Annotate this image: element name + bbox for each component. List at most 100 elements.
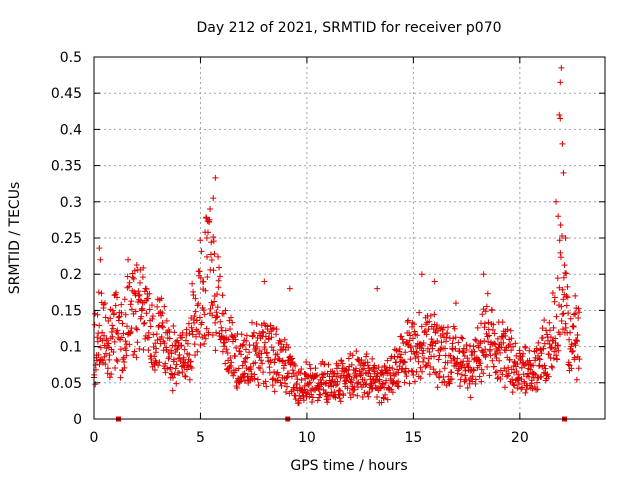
data-point — [532, 371, 539, 378]
data-point — [102, 361, 109, 368]
data-point — [273, 331, 280, 338]
data-point — [171, 371, 178, 378]
data-point — [238, 351, 245, 358]
data-point — [250, 329, 257, 336]
data-point — [403, 373, 410, 380]
data-point — [218, 324, 225, 331]
data-point — [487, 352, 494, 359]
data-point — [393, 359, 400, 366]
data-point — [303, 359, 310, 366]
data-point — [162, 360, 169, 367]
data-point — [396, 346, 403, 353]
data-point — [502, 347, 509, 354]
data-point — [332, 382, 339, 389]
data-point — [260, 329, 267, 336]
data-point — [444, 330, 451, 337]
data-point — [202, 335, 209, 342]
data-point — [136, 279, 143, 286]
data-point — [130, 351, 137, 358]
data-point — [184, 340, 191, 347]
data-point — [119, 320, 126, 327]
data-point — [156, 322, 163, 329]
data-point — [431, 311, 438, 318]
data-point — [408, 367, 415, 374]
data-point — [210, 195, 217, 202]
data-point — [335, 362, 342, 369]
data-point — [241, 377, 248, 384]
data-point — [227, 314, 234, 321]
data-point — [549, 364, 556, 371]
data-point — [114, 327, 121, 334]
data-point — [138, 313, 145, 320]
data-point — [127, 328, 134, 335]
data-point — [567, 315, 574, 322]
data-point — [142, 335, 149, 342]
data-point — [562, 235, 569, 241]
data-point — [339, 360, 346, 367]
data-point — [197, 342, 204, 349]
data-point — [215, 277, 222, 284]
data-point — [118, 301, 125, 308]
data-point — [176, 369, 183, 376]
data-point — [426, 371, 433, 378]
data-point — [113, 289, 120, 296]
data-point — [420, 340, 427, 347]
data-point — [560, 310, 567, 317]
data-point — [361, 362, 368, 369]
data-point — [560, 296, 567, 303]
data-point — [261, 278, 268, 285]
data-point — [409, 335, 416, 342]
data-point — [557, 331, 564, 338]
data-point — [570, 311, 577, 318]
data-point — [118, 334, 125, 341]
data-point — [134, 326, 141, 333]
data-point — [146, 306, 153, 313]
data-point — [557, 254, 564, 261]
data-point — [458, 334, 465, 341]
data-point — [121, 296, 128, 303]
data-point — [252, 359, 259, 366]
data-point — [430, 366, 437, 373]
data-point — [269, 382, 276, 389]
data-point — [249, 333, 256, 340]
data-point — [377, 384, 384, 391]
data-point — [124, 323, 131, 330]
data-point — [464, 355, 471, 362]
data-point — [171, 329, 178, 336]
data-point — [251, 375, 258, 382]
data-point — [212, 174, 219, 181]
data-point — [467, 394, 474, 401]
data-point — [97, 344, 104, 351]
data-point — [307, 365, 314, 372]
data-point — [484, 290, 491, 297]
data-point — [283, 389, 290, 396]
data-point — [555, 347, 562, 354]
data-point — [219, 292, 226, 299]
data-point — [154, 303, 161, 310]
data-point — [443, 334, 450, 341]
data-point — [198, 319, 205, 326]
data-point — [572, 292, 579, 299]
data-point — [562, 269, 569, 276]
data-point — [271, 359, 278, 366]
data-point — [240, 374, 247, 381]
data-point — [333, 365, 340, 372]
data-point — [526, 347, 533, 354]
data-point — [117, 374, 124, 381]
data-point — [576, 309, 583, 316]
data-point — [236, 348, 243, 355]
data-point — [201, 340, 208, 347]
data-point — [207, 251, 214, 258]
data-point — [295, 399, 302, 406]
data-point — [139, 274, 146, 281]
data-point — [400, 358, 407, 365]
data-point — [444, 359, 451, 366]
data-point — [430, 339, 437, 346]
data-point — [104, 365, 111, 372]
data-point — [432, 369, 439, 376]
data-point — [508, 335, 515, 342]
data-point — [537, 346, 544, 353]
data-point — [557, 79, 564, 86]
data-point — [417, 375, 424, 382]
data-point — [340, 392, 347, 399]
